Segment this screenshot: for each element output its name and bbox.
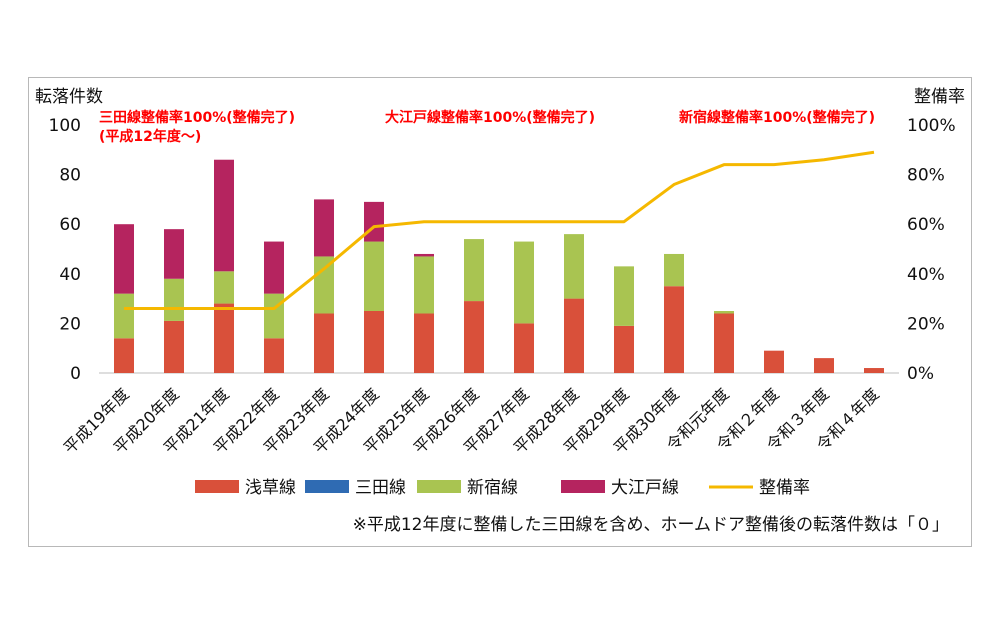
y-right-tick-label: 100% xyxy=(907,116,956,136)
bar-asakusa xyxy=(264,338,284,373)
bar-shinjuku xyxy=(214,271,234,304)
legend-label-mita: 三田線 xyxy=(355,478,406,498)
bar-shinjuku xyxy=(114,293,134,339)
bar-oedo xyxy=(314,199,334,257)
bar-asakusa xyxy=(564,298,584,373)
legend-swatch-oedo xyxy=(561,480,605,493)
y-right-axis-title: 整備率 xyxy=(914,87,965,107)
legend: 浅草線 三田線 新宿線 大江戸線 整備率 xyxy=(195,478,810,498)
bar-shinjuku xyxy=(464,239,484,302)
y-left-tick-label: 40 xyxy=(59,265,81,285)
annotation-oedo: 大江戸線整備率100%(整備完了) xyxy=(385,109,595,126)
bar-asakusa xyxy=(314,313,334,373)
legend-label-oedo: 大江戸線 xyxy=(611,478,679,498)
rate-series-line xyxy=(124,150,875,311)
bar-shinjuku xyxy=(714,311,734,314)
bar-asakusa xyxy=(814,358,834,373)
y-left-tick-label: 80 xyxy=(59,166,81,186)
bar-asakusa xyxy=(414,313,434,373)
bar-oedo xyxy=(114,224,134,294)
bar-shinjuku xyxy=(514,241,534,324)
bar-shinjuku xyxy=(164,278,184,321)
bar-oedo xyxy=(264,241,284,294)
chart-frame: 転落件数 整備率 三田線整備率100%(整備完了) (平成12年度～) 大江戸線… xyxy=(28,77,972,547)
bar-shinjuku xyxy=(614,266,634,326)
bar-shinjuku xyxy=(364,241,384,311)
bar-asakusa xyxy=(364,311,384,373)
y-right-tick-label: 20% xyxy=(907,314,945,334)
bar-asakusa xyxy=(664,286,684,373)
bar-shinjuku xyxy=(314,256,334,314)
annotation-mita: 三田線整備率100%(整備完了) xyxy=(99,109,295,126)
legend-swatch-shinjuku xyxy=(417,480,461,493)
bar-shinjuku xyxy=(564,234,584,299)
y-left-tick-label: 0 xyxy=(70,364,81,384)
bar-asakusa xyxy=(864,368,884,373)
bar-asakusa xyxy=(714,313,734,373)
bar-shinjuku xyxy=(664,253,684,287)
legend-swatch-asakusa xyxy=(195,480,239,493)
y-right-tick-label: 40% xyxy=(907,265,945,285)
bar-oedo xyxy=(364,201,384,242)
bar-oedo xyxy=(414,253,434,257)
y-left-tick-label: 100 xyxy=(49,116,81,136)
bar-asakusa xyxy=(464,301,484,373)
y-right-tick-label: 0% xyxy=(907,364,934,384)
y-left-tick-label: 20 xyxy=(59,314,81,334)
legend-label-rate: 整備率 xyxy=(759,478,810,498)
y-left-axis-title: 転落件数 xyxy=(35,87,103,107)
bar-asakusa xyxy=(514,323,534,373)
y-right-tick-label: 60% xyxy=(907,215,945,235)
bar-asakusa xyxy=(764,350,784,373)
bar-asakusa xyxy=(114,338,134,373)
footnote: ※平成12年度に整備した三田線を含め、ホームドア整備後の転落件数は「０」 xyxy=(353,515,949,535)
legend-label-shinjuku: 新宿線 xyxy=(467,478,518,498)
bar-shinjuku xyxy=(264,293,284,339)
chart: 転落件数 整備率 三田線整備率100%(整備完了) (平成12年度～) 大江戸線… xyxy=(35,87,965,535)
annotation-shinjuku: 新宿線整備率100%(整備完了) xyxy=(679,109,875,126)
bar-shinjuku xyxy=(414,256,434,314)
legend-swatch-mita xyxy=(305,480,349,493)
legend-label-asakusa: 浅草線 xyxy=(245,478,296,498)
bar-asakusa xyxy=(214,303,234,373)
y-left-tick-label: 60 xyxy=(59,215,81,235)
annotation-mita-sub: (平成12年度～) xyxy=(99,128,201,145)
bar-asakusa xyxy=(614,325,634,373)
bar-asakusa xyxy=(164,320,184,373)
bar-oedo xyxy=(214,159,234,272)
bar-oedo xyxy=(164,229,184,279)
y-right-tick-label: 80% xyxy=(907,166,945,186)
